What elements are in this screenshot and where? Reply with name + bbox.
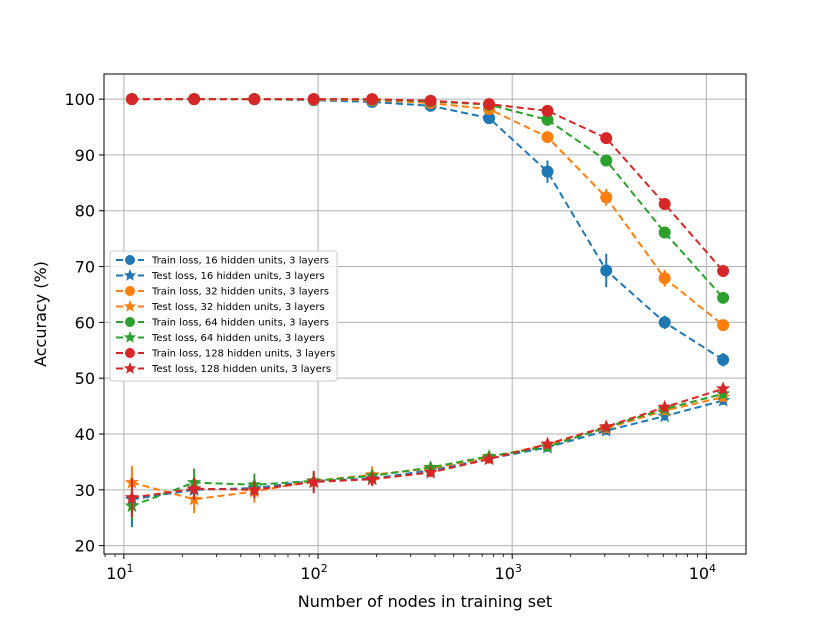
legend-label: Train loss, 64 hidden units, 3 layers	[151, 318, 329, 329]
y-tick-label: 20	[75, 537, 95, 556]
legend-label: Test loss, 32 hidden units, 3 layers	[151, 302, 325, 313]
circle-marker	[307, 93, 320, 106]
y-axis-label: Accuracy (%)	[31, 261, 50, 367]
star-marker	[124, 490, 140, 504]
legend-item: Test loss, 32 hidden units, 3 layers	[116, 300, 325, 313]
circle-marker	[717, 291, 730, 304]
circle-marker	[424, 94, 437, 107]
legend-label: Train loss, 16 hidden units, 3 layers	[151, 256, 329, 267]
star-marker	[365, 471, 380, 486]
circle-marker	[541, 113, 554, 126]
series-8	[124, 381, 731, 518]
x-axis-label: Number of nodes in training set	[298, 592, 552, 611]
legend-item: Train loss, 32 hidden units, 3 layers	[116, 286, 329, 298]
legend-box	[109, 250, 338, 382]
y-tick-label: 50	[75, 369, 95, 388]
y-tick-label: 40	[75, 425, 95, 444]
legend-item: Train loss, 128 hidden units, 3 layers	[116, 348, 335, 360]
series-layer	[124, 93, 731, 528]
circle-marker	[600, 132, 613, 145]
circle-marker	[600, 154, 613, 167]
circle-marker	[483, 98, 496, 111]
star-marker	[186, 481, 202, 495]
legend-label: Train loss, 128 hidden units, 3 layers	[151, 349, 335, 360]
circle-marker	[717, 319, 730, 332]
star-marker	[123, 269, 137, 281]
legend-item: Test loss, 64 hidden units, 3 layers	[116, 331, 325, 344]
star-marker	[123, 331, 137, 343]
circle-marker	[248, 93, 261, 106]
x-tick-label: 101	[106, 562, 133, 583]
star-marker	[657, 408, 672, 423]
y-tick-label: 80	[75, 202, 95, 221]
axis-ticks: 20 30 40 50 60 70 80 90 100 101 102 103 104	[64, 90, 716, 583]
circle-marker	[600, 191, 613, 204]
legend-label: Test loss, 128 hidden units, 3 layers	[151, 364, 331, 375]
circle-marker	[483, 112, 496, 125]
y-tick-label: 70	[75, 258, 95, 277]
plot-frame	[103, 73, 747, 555]
star-marker	[540, 436, 555, 451]
circle-marker	[541, 104, 554, 117]
y-tick-label: 90	[75, 146, 95, 165]
star-marker	[481, 451, 497, 466]
x-tick-label: 103	[495, 562, 522, 583]
star-marker	[423, 465, 438, 479]
circle-marker	[125, 93, 138, 106]
circle-marker	[125, 286, 135, 296]
legend-item: Test loss, 128 hidden units, 3 layers	[116, 362, 331, 375]
x-tick-label: 102	[300, 562, 327, 583]
star-marker	[657, 399, 672, 414]
star-marker	[716, 381, 731, 395]
circle-marker	[658, 272, 671, 285]
star-marker	[123, 362, 137, 374]
circle-marker	[658, 198, 671, 211]
legend-label: Train loss, 32 hidden units, 3 layers	[151, 287, 329, 298]
circle-marker	[717, 353, 730, 366]
y-tick-label: 100	[64, 90, 95, 109]
circle-marker	[541, 165, 554, 178]
y-tick-label: 60	[75, 313, 95, 332]
x-tick-label: 104	[689, 562, 716, 583]
legend-item: Test loss, 16 hidden units, 3 layers	[116, 269, 325, 282]
star-marker	[247, 482, 262, 496]
circle-marker	[658, 316, 671, 329]
legend-label: Test loss, 64 hidden units, 3 layers	[151, 333, 325, 344]
y-tick-label: 30	[75, 481, 95, 500]
legend-item: Train loss, 64 hidden units, 3 layers	[116, 317, 329, 329]
circle-marker	[658, 226, 671, 239]
star-marker	[123, 300, 137, 312]
circle-marker	[717, 265, 730, 278]
circle-marker	[125, 348, 135, 358]
legend: Train loss, 16 hidden units, 3 layers Tes…	[109, 250, 338, 382]
series-7	[125, 93, 730, 278]
star-marker	[599, 419, 614, 433]
circle-marker	[188, 93, 201, 106]
circle-marker	[125, 317, 135, 327]
circle-marker	[125, 255, 135, 265]
circle-marker	[600, 264, 613, 277]
circle-marker	[541, 131, 554, 144]
legend-item: Train loss, 16 hidden units, 3 layers	[116, 255, 329, 267]
circle-marker	[366, 93, 379, 106]
star-marker	[306, 474, 321, 489]
legend-label: Test loss, 16 hidden units, 3 layers	[151, 271, 325, 282]
